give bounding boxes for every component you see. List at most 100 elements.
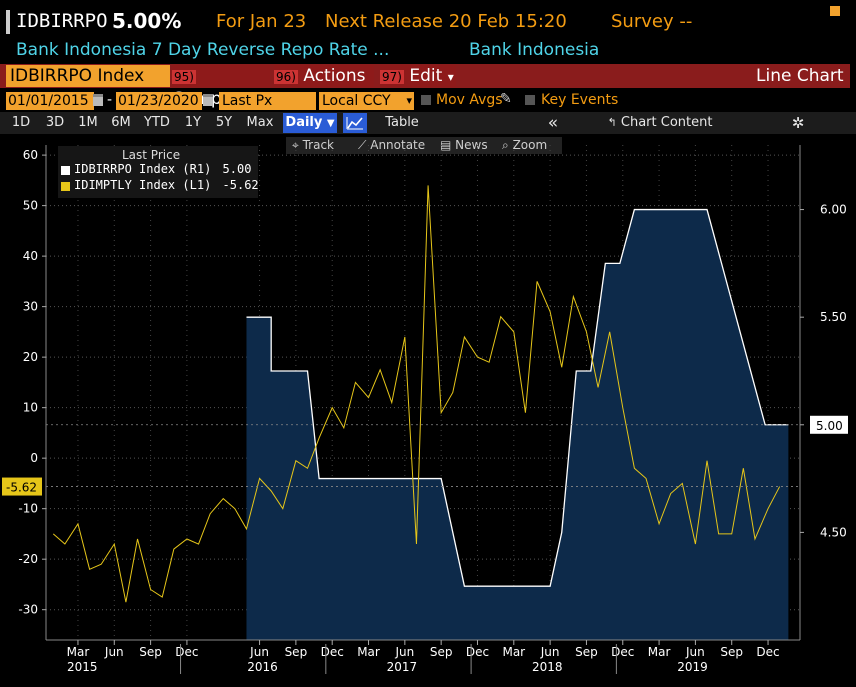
start-date-input[interactable]: 01/01/2015 <box>6 92 94 110</box>
series-description: Bank Indonesia 7 Day Reverse Repo Rate .… <box>16 40 390 60</box>
period-ytd[interactable]: YTD <box>144 115 170 130</box>
left-tick-label: 10 <box>23 401 38 415</box>
for-date: For Jan 23 <box>216 11 307 32</box>
x-year-label: 2015 <box>67 660 98 674</box>
left-tick-label: 0 <box>30 451 38 465</box>
x-month-label: Sep <box>430 645 453 659</box>
track-label: Track <box>302 138 334 152</box>
right-value-flag <box>810 415 848 434</box>
x-year-label: 2019 <box>677 660 708 674</box>
x-month-label: Dec <box>466 645 489 659</box>
frequency-value: Daily <box>285 115 323 130</box>
x-month-label: Jun <box>394 645 414 659</box>
x-month-label: Mar <box>67 645 90 659</box>
period-1m[interactable]: 1M <box>78 115 98 130</box>
security-field[interactable]: IDBIRRPO Index <box>6 65 170 87</box>
x-month-label: Jun <box>104 645 124 659</box>
line-chart-glyph <box>346 117 363 130</box>
end-date-value: 01/23/2020 <box>118 93 199 109</box>
last-value: 5.00% <box>112 9 182 33</box>
x-month-label: Dec <box>321 645 344 659</box>
x-month-label: Dec <box>756 645 779 659</box>
security-field-value: IDBIRRPO Index <box>10 66 145 86</box>
left-tick-label: 30 <box>23 300 38 314</box>
edit-button[interactable]: 97) Edit ▾ <box>380 65 456 87</box>
currency-select[interactable]: Local CCY ▾ <box>319 92 414 110</box>
actions-number: 96) <box>274 70 298 84</box>
x-month-label: Dec <box>175 645 198 659</box>
legend-swatch-repo <box>61 166 70 175</box>
x-month-label: Sep <box>139 645 162 659</box>
mov-avgs-label: Mov Avgs <box>436 92 503 108</box>
left-value-flag <box>2 477 42 496</box>
annotate-tool[interactable]: ⟋ Annotate <box>352 137 436 154</box>
collapse-button[interactable]: « <box>547 113 559 133</box>
zoom-label: Zoom <box>512 138 548 152</box>
repo-rate-line <box>246 208 789 587</box>
right-tick-label: 4.50 <box>820 525 847 539</box>
x-year-label: 2018 <box>532 660 563 674</box>
legend-entry-repo: IDBIRRPO Index (R1) 5.00 <box>74 162 251 176</box>
news-tool[interactable]: ▤ News <box>434 137 498 154</box>
period-1d[interactable]: 1D <box>11 115 31 130</box>
period-max[interactable]: Max <box>246 115 274 130</box>
compare-number: 95) <box>172 70 196 84</box>
edit-number: 97) <box>380 70 404 84</box>
annotate-icon: ⟋ <box>358 138 367 152</box>
x-month-label: Dec <box>611 645 634 659</box>
key-events-checkbox[interactable] <box>525 95 535 105</box>
ticker-label: IDBIRRPO <box>16 10 108 32</box>
chart-content-button[interactable]: ↰ Chart Content <box>600 113 720 133</box>
repo-rate-area <box>246 209 789 640</box>
series-source: Bank Indonesia <box>469 40 600 60</box>
right-tick-label: 5.50 <box>820 310 847 324</box>
x-month-label: Mar <box>502 645 525 659</box>
legend-title: Last Price <box>122 148 181 162</box>
chart-content-label: Chart Content <box>620 115 713 130</box>
key-events-label: Key Events <box>541 92 619 108</box>
mov-avgs-checkbox[interactable] <box>421 95 431 105</box>
x-month-label: Jun <box>540 645 560 659</box>
date-dash: - <box>107 92 113 108</box>
settings-marker[interactable] <box>830 6 840 16</box>
period-5y[interactable]: 5Y <box>215 115 233 130</box>
period-1y[interactable]: 1Y <box>184 115 202 130</box>
period-3d[interactable]: 3D <box>45 115 65 130</box>
news-label: News <box>455 138 488 152</box>
frequency-select[interactable]: Daily ▼ <box>283 113 337 133</box>
right-value-flag-label: 5.00 <box>816 419 843 433</box>
zoom-tool[interactable]: ⌕ Zoom <box>496 137 562 154</box>
left-tick-label: 50 <box>23 199 38 213</box>
gear-icon[interactable]: ✲ <box>791 114 805 132</box>
survey-label: Survey -- <box>611 11 693 32</box>
start-date-value: 01/01/2015 <box>8 93 89 109</box>
annotate-label: Annotate <box>370 138 426 152</box>
end-calendar-icon[interactable] <box>203 94 213 106</box>
x-month-label: Sep <box>720 645 743 659</box>
left-tick-label: -30 <box>18 603 38 617</box>
field-value: Last Px <box>222 93 273 109</box>
left-tick-label: -20 <box>18 552 38 566</box>
actions-label: Actions <box>303 66 366 86</box>
left-tick-label: 40 <box>23 249 38 263</box>
legend-name-inflation: IDIMPTLY Index <box>74 178 176 192</box>
end-date-input[interactable]: 01/23/2020 <box>116 92 202 110</box>
x-year-label: 2016 <box>247 660 278 674</box>
chart-content-icon: ↰ <box>607 116 617 129</box>
x-month-label: Jun <box>249 645 269 659</box>
legend: Last Price IDBIRRPO Index (R1) 5.00 IDIM… <box>58 146 259 198</box>
period-6m[interactable]: 6M <box>111 115 131 130</box>
title-cursor <box>6 10 10 34</box>
table-button[interactable]: Table <box>385 115 419 130</box>
zoom-icon: ⌕ <box>502 138 509 152</box>
start-calendar-icon[interactable] <box>93 94 103 106</box>
actions-button[interactable]: 96) Actions ▾ <box>274 65 374 107</box>
x-month-label: Sep <box>575 645 598 659</box>
left-value-flag-label: -5.62 <box>6 481 37 495</box>
pencil-icon[interactable]: ✎ <box>500 91 512 107</box>
edit-label: Edit <box>409 66 443 86</box>
field-select[interactable]: Last Px <box>219 92 316 110</box>
line-chart-icon[interactable] <box>343 113 367 133</box>
chart-type-label[interactable]: Line Chart <box>756 66 844 86</box>
